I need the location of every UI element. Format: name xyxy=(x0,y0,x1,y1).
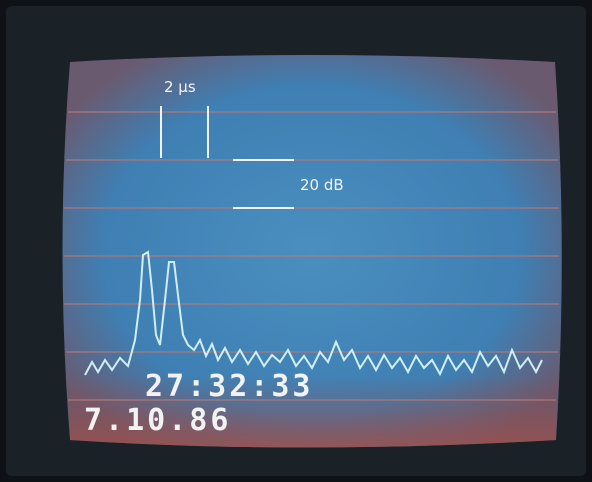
screen-glow xyxy=(70,375,556,448)
signal-trace xyxy=(84,250,543,377)
scale-markers xyxy=(160,106,294,209)
time-scale-label: 2 μs xyxy=(164,78,196,96)
date-stamp: 7.10.86 xyxy=(84,403,231,438)
graticule xyxy=(64,111,559,401)
amplitude-scale-label: 20 dB xyxy=(300,176,344,194)
screen xyxy=(62,55,562,448)
timestamp: 27:32:33 xyxy=(145,369,314,404)
